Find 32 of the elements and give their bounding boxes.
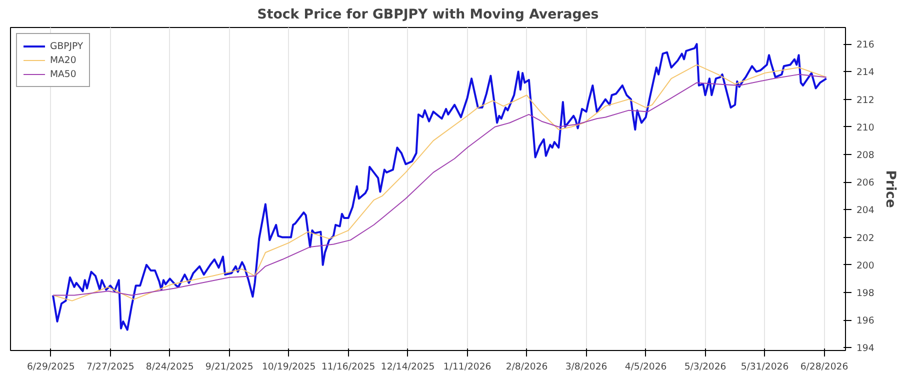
x-tick-label: 12/14/2025 (380, 362, 435, 372)
x-tick-label: 5/3/2026 (684, 362, 726, 372)
legend-label: MA20 (50, 54, 76, 66)
chart-title: Stock Price for GBPJPY with Moving Averages (257, 8, 599, 22)
y-tick-label: 194 (856, 343, 874, 354)
x-tick-label: 6/29/2025 (26, 362, 75, 372)
y-tick-label: 196 (856, 316, 874, 327)
x-tick-label: 11/16/2025 (321, 362, 376, 372)
x-tick-label: 1/11/2026 (443, 362, 492, 372)
y-tick-label: 216 (856, 40, 874, 51)
x-tick-label: 4/5/2026 (624, 362, 667, 372)
y-tick-label: 210 (856, 122, 874, 134)
y-tick-label: 200 (856, 260, 874, 272)
y-tick-label: 202 (856, 232, 874, 244)
x-tick-label: 10/19/2025 (262, 362, 316, 372)
y-axis-title: Price (882, 170, 898, 208)
x-tick-label: 8/24/2025 (146, 362, 194, 372)
y-tick-label: 206 (856, 178, 874, 189)
x-tick-label: 9/21/2025 (205, 362, 254, 372)
legend-label: MA50 (50, 68, 76, 80)
y-tick-label: 198 (856, 288, 874, 300)
y-tick-label: 212 (856, 94, 874, 106)
y-tick-label: 208 (856, 150, 874, 161)
x-tick-label: 5/31/2026 (740, 362, 789, 372)
line-series (52, 43, 828, 331)
y-tick-label: 214 (856, 67, 874, 78)
x-tick-label: 2/8/2026 (506, 362, 548, 372)
x-tick-label: 6/28/2026 (800, 362, 848, 372)
legend-label: GBPJPY (50, 40, 84, 52)
x-tick-label: 7/27/2025 (86, 362, 134, 372)
x-tick-label: 3/8/2026 (565, 362, 608, 372)
y-tick-label: 204 (856, 205, 874, 216)
